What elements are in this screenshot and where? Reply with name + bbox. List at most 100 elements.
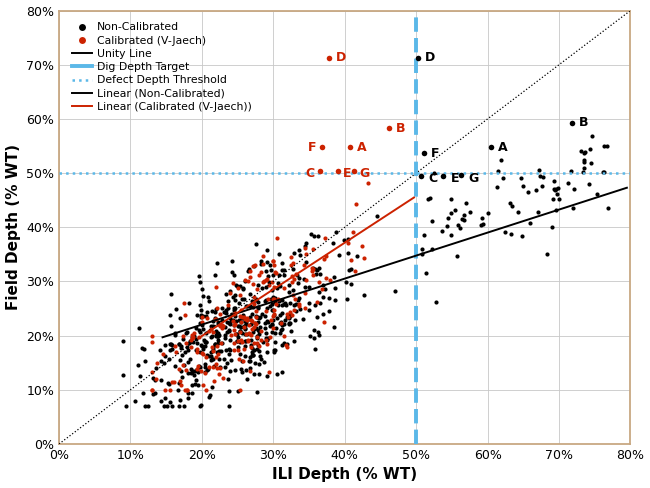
Point — [285, 310, 295, 318]
Point — [492, 183, 502, 191]
Point — [217, 325, 228, 332]
Point — [198, 325, 209, 333]
Point — [242, 375, 252, 383]
Point — [478, 220, 488, 227]
Point — [348, 228, 358, 236]
Point — [579, 148, 590, 156]
Point — [219, 308, 229, 316]
Y-axis label: Field Depth (% WT): Field Depth (% WT) — [6, 144, 21, 310]
Point — [151, 359, 162, 367]
Point — [200, 369, 210, 377]
Point — [246, 297, 257, 305]
Point — [579, 163, 590, 171]
Point — [548, 195, 558, 203]
Point — [505, 200, 515, 207]
Point — [205, 391, 215, 399]
Point — [174, 340, 185, 348]
Point — [203, 352, 214, 360]
Point — [506, 230, 516, 238]
Point — [228, 279, 239, 286]
Point — [289, 338, 299, 346]
Point — [250, 359, 260, 366]
Point — [277, 368, 287, 376]
Point — [317, 143, 327, 151]
Point — [229, 306, 239, 314]
Point — [314, 288, 324, 296]
Point — [252, 296, 262, 304]
Point — [442, 222, 452, 230]
Point — [268, 295, 279, 303]
Point — [208, 347, 218, 355]
Point — [287, 272, 298, 280]
Point — [181, 386, 192, 394]
Point — [235, 328, 245, 336]
Point — [155, 376, 166, 384]
Point — [150, 376, 161, 384]
Text: D: D — [424, 51, 435, 64]
Point — [201, 329, 211, 337]
Point — [324, 276, 335, 284]
Point — [244, 267, 255, 275]
Point — [341, 278, 351, 286]
Point — [248, 280, 258, 287]
Point — [230, 320, 240, 328]
Point — [417, 245, 427, 253]
Point — [160, 352, 170, 360]
Point — [242, 314, 252, 322]
Point — [140, 357, 150, 365]
Point — [186, 365, 196, 373]
Point — [210, 340, 220, 347]
Point — [249, 325, 259, 332]
Point — [320, 285, 331, 293]
Point — [306, 266, 317, 274]
Point — [266, 279, 277, 286]
Point — [237, 338, 248, 346]
Point — [166, 323, 176, 330]
Point — [279, 320, 289, 328]
Point — [598, 168, 608, 176]
Point — [264, 278, 274, 285]
Point — [196, 313, 207, 321]
Point — [224, 327, 234, 335]
Point — [147, 332, 157, 340]
Point — [224, 387, 234, 395]
Point — [206, 357, 216, 365]
Point — [213, 320, 224, 327]
Point — [200, 368, 211, 376]
Point — [549, 177, 560, 185]
Point — [261, 329, 272, 337]
Point — [252, 340, 262, 347]
Point — [254, 282, 264, 289]
Point — [239, 295, 249, 303]
Point — [267, 320, 278, 327]
Point — [176, 344, 187, 351]
Point — [278, 325, 288, 333]
Point — [245, 343, 255, 351]
Point — [267, 316, 278, 324]
Point — [135, 372, 145, 380]
Point — [298, 315, 308, 323]
Point — [278, 285, 289, 292]
Point — [183, 394, 193, 402]
Point — [438, 172, 448, 180]
Point — [246, 345, 257, 352]
Point — [133, 362, 143, 369]
Point — [277, 296, 287, 304]
Point — [304, 332, 315, 340]
Point — [235, 291, 246, 299]
Point — [245, 367, 255, 375]
Point — [239, 314, 250, 322]
Point — [229, 296, 240, 304]
Point — [266, 266, 276, 274]
Point — [257, 278, 268, 286]
Point — [206, 322, 216, 329]
Point — [247, 310, 257, 318]
Point — [220, 324, 230, 331]
Point — [211, 327, 221, 335]
Point — [198, 337, 209, 345]
Point — [576, 147, 586, 155]
Point — [239, 325, 250, 332]
Point — [246, 316, 256, 324]
Point — [236, 318, 246, 326]
Point — [313, 264, 324, 272]
